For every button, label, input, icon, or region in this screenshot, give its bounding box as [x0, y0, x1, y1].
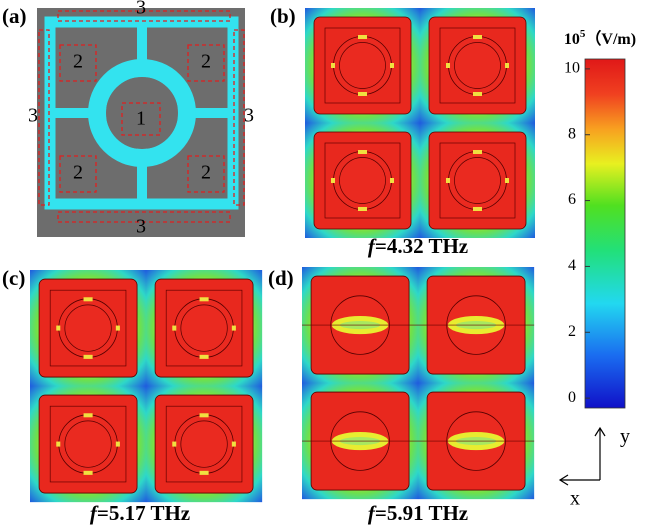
frequency-value: =4.32 THz: [375, 234, 468, 258]
colorbar-tick-label: 0: [568, 389, 576, 406]
colorbar: [584, 58, 626, 409]
colorbar-tick-label: 6: [568, 191, 576, 208]
panel-label: (a): [2, 4, 27, 28]
axis-label-x: x: [570, 488, 580, 510]
region-label: 3: [244, 105, 254, 127]
colorbar-tick-label: 4: [568, 257, 576, 274]
region-label: 2: [201, 162, 211, 184]
frequency-value: =5.91 THz: [375, 501, 468, 525]
colorbar-tick-label: 2: [568, 323, 576, 340]
colorbar-tick-label: 10: [564, 60, 580, 77]
region-label: 1: [136, 108, 146, 130]
region-label: 2: [201, 51, 211, 73]
frequency-caption: f=4.32 THz: [368, 234, 468, 258]
frequency-symbol: f: [368, 234, 377, 258]
frequency-value: =5.17 THz: [97, 501, 190, 525]
panel-c-map: [29, 269, 263, 503]
frequency-caption: f=5.17 THz: [90, 501, 190, 525]
panel-label: (d): [268, 266, 294, 290]
panel-label: (c): [2, 266, 25, 290]
frequency-symbol: f: [368, 501, 377, 525]
region-label: 3: [136, 0, 146, 19]
region-label: 2: [73, 51, 83, 73]
axis-label-y: y: [620, 426, 630, 448]
panel-label: (b): [270, 4, 296, 28]
colorbar-tick-label: 8: [568, 125, 576, 142]
colorbar-unit: 105（V/m): [564, 28, 636, 48]
panel-d-map: [301, 266, 535, 500]
frequency-caption: f=5.91 THz: [368, 501, 468, 525]
panel-b-map: [304, 7, 536, 239]
axis-arrows: [558, 426, 606, 486]
frequency-symbol: f: [90, 501, 99, 525]
region-label: 3: [136, 216, 146, 238]
region-label: 2: [73, 162, 83, 184]
panel-a: [37, 8, 245, 237]
region-label: 3: [28, 105, 38, 127]
